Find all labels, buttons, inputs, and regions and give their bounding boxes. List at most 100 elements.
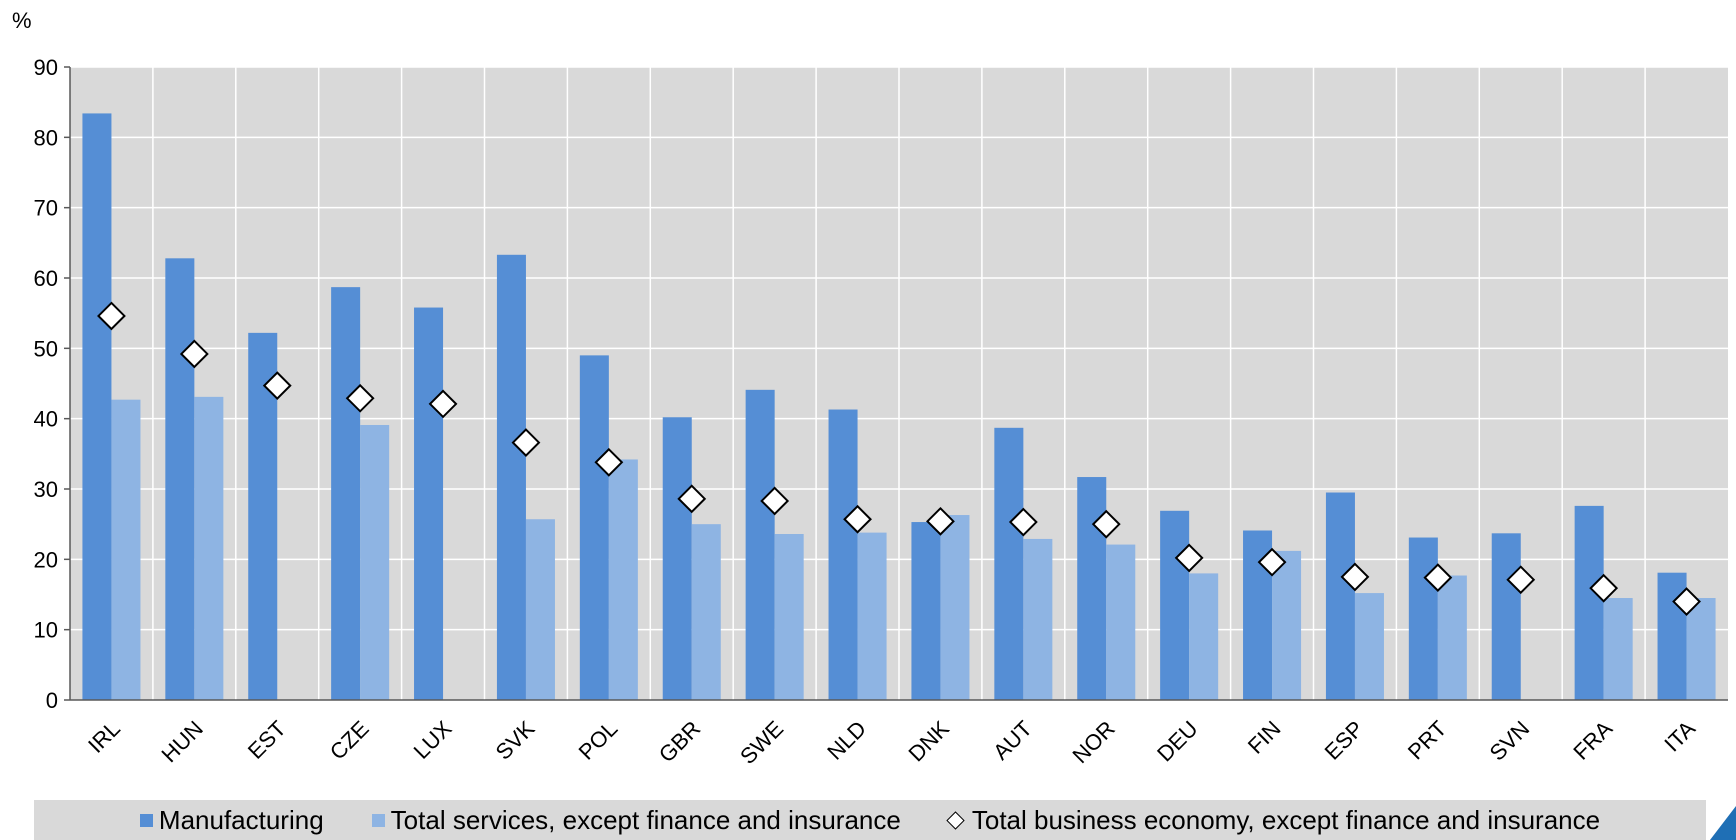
x-tick-label: ESP [1320, 716, 1369, 765]
bar-manufacturing [331, 287, 361, 700]
marker-business-economy [345, 383, 375, 413]
bar-services [1106, 544, 1136, 700]
marker-business-economy [511, 428, 541, 457]
bar-services [111, 399, 141, 700]
y-tick-label: 10 [34, 618, 58, 643]
x-tick-label: NOR [1068, 716, 1120, 768]
bars [82, 113, 1716, 701]
chart: 0 10 20 30 40 50 60 70 80 90 IRL HUN EST CZE LUX SVK PO… [12, 8, 1728, 769]
bar-manufacturing [911, 522, 941, 700]
x-tick-label: DNK [903, 716, 954, 767]
legend-label-business-economy: Total business economy, except finance a… [971, 804, 1601, 835]
legend: Manufacturing Total services, except fin… [34, 800, 1706, 840]
bar-manufacturing [828, 409, 858, 700]
legend-diamond-icon [946, 810, 965, 830]
marker-business-economy [843, 504, 872, 534]
x-tick-labels: IRL HUN EST CZE LUX SVK POL GBR SWE NLD DNK AUT NOR D… [83, 716, 1700, 769]
bar-manufacturing [82, 113, 112, 701]
bar-manufacturing [1574, 505, 1604, 700]
bar-services [1603, 598, 1633, 700]
bar-services [774, 534, 804, 700]
corner-logo-icon [1710, 806, 1736, 840]
bar-manufacturing [496, 254, 526, 701]
legend-swatch-services [371, 813, 385, 827]
marker-business-economy [1340, 562, 1370, 592]
marker-business-economy [760, 486, 790, 516]
marker-business-economy [1008, 507, 1038, 537]
y-unit-label: % [12, 8, 32, 33]
x-tick-label: SVN [1485, 716, 1535, 766]
bar-services [1272, 550, 1302, 700]
legend-item-manufacturing: Manufacturing [139, 804, 324, 836]
marker-business-economy [1589, 573, 1619, 603]
y-tick-label: 80 [34, 125, 58, 150]
marker-business-economy [1257, 547, 1287, 577]
marker-business-economy [262, 371, 292, 401]
y-tick-label: 60 [34, 266, 58, 291]
x-tick-label: HUN [156, 716, 207, 767]
bar-manufacturing [745, 389, 775, 700]
marker-business-economy [594, 447, 624, 477]
legend-item-business-economy: Total business economy, except finance a… [946, 804, 1601, 836]
marker-business-economy [1091, 509, 1121, 539]
marker-business-economy [428, 389, 458, 419]
bar-services [1023, 538, 1053, 700]
bar-manufacturing [1325, 492, 1355, 700]
bar-services [608, 459, 638, 700]
x-tick-label: IRL [83, 716, 125, 758]
bar-services [194, 396, 224, 700]
x-tick-label: EST [243, 716, 291, 764]
legend-item-services: Total services, except finance and insur… [371, 804, 901, 836]
bar-services [1354, 593, 1384, 700]
bar-manufacturing [1160, 510, 1190, 700]
bar-services [525, 519, 555, 700]
legend-label-manufacturing: Manufacturing [158, 804, 324, 835]
marker-business-economy [926, 506, 955, 536]
marker-business-economy [1672, 587, 1701, 616]
y-tick-label: 20 [34, 547, 58, 572]
x-tick-label: SVK [491, 716, 540, 765]
bar-manufacturing [1077, 477, 1107, 700]
y-tick-label: 70 [34, 196, 58, 221]
y-tick-label: 0 [46, 688, 58, 713]
x-tick-label: ITA [1659, 716, 1700, 757]
x-tick-label: GBR [654, 716, 705, 767]
x-tick-label: SWE [735, 716, 788, 769]
bar-services [940, 515, 970, 700]
x-tick-label: DEU [1152, 716, 1203, 767]
y-tick-label: 50 [34, 336, 58, 361]
axes [64, 66, 1728, 701]
bar-services [857, 532, 887, 700]
y-tick-label: 30 [34, 477, 58, 502]
legend-label-services: Total services, except finance and insur… [390, 804, 901, 835]
marker-business-economy [1423, 563, 1453, 593]
bar-services [1189, 573, 1219, 700]
marker-business-economy [97, 301, 126, 331]
marker-business-economy [1174, 543, 1204, 573]
marker-business-economy [179, 339, 209, 369]
x-tick-label: POL [574, 716, 623, 765]
x-tick-label: FRA [1568, 716, 1617, 765]
x-tick-label: CZE [325, 716, 374, 765]
bar-services [1686, 598, 1716, 700]
bar-manufacturing [662, 417, 692, 700]
bar-services [1437, 575, 1467, 700]
x-tick-label: PRT [1403, 716, 1452, 765]
markers [97, 301, 1701, 616]
x-tick-label: AUT [988, 716, 1037, 765]
y-tick-labels: 0 10 20 30 40 50 60 70 80 90 [34, 55, 58, 713]
marker-business-economy [677, 484, 707, 514]
bar-manufacturing [579, 355, 609, 700]
bar-manufacturing [165, 258, 195, 700]
bar-manufacturing [1491, 533, 1521, 700]
bar-manufacturing [414, 307, 444, 700]
gridlines [70, 66, 1728, 700]
bar-services [360, 424, 390, 700]
marker-business-economy [1506, 565, 1536, 595]
bar-services [691, 524, 721, 700]
x-tick-label: NLD [822, 716, 871, 765]
legend-swatch-manufacturing [139, 813, 153, 827]
bar-manufacturing [994, 427, 1024, 700]
bar-manufacturing [1408, 537, 1438, 700]
y-tick-label: 40 [34, 407, 58, 432]
